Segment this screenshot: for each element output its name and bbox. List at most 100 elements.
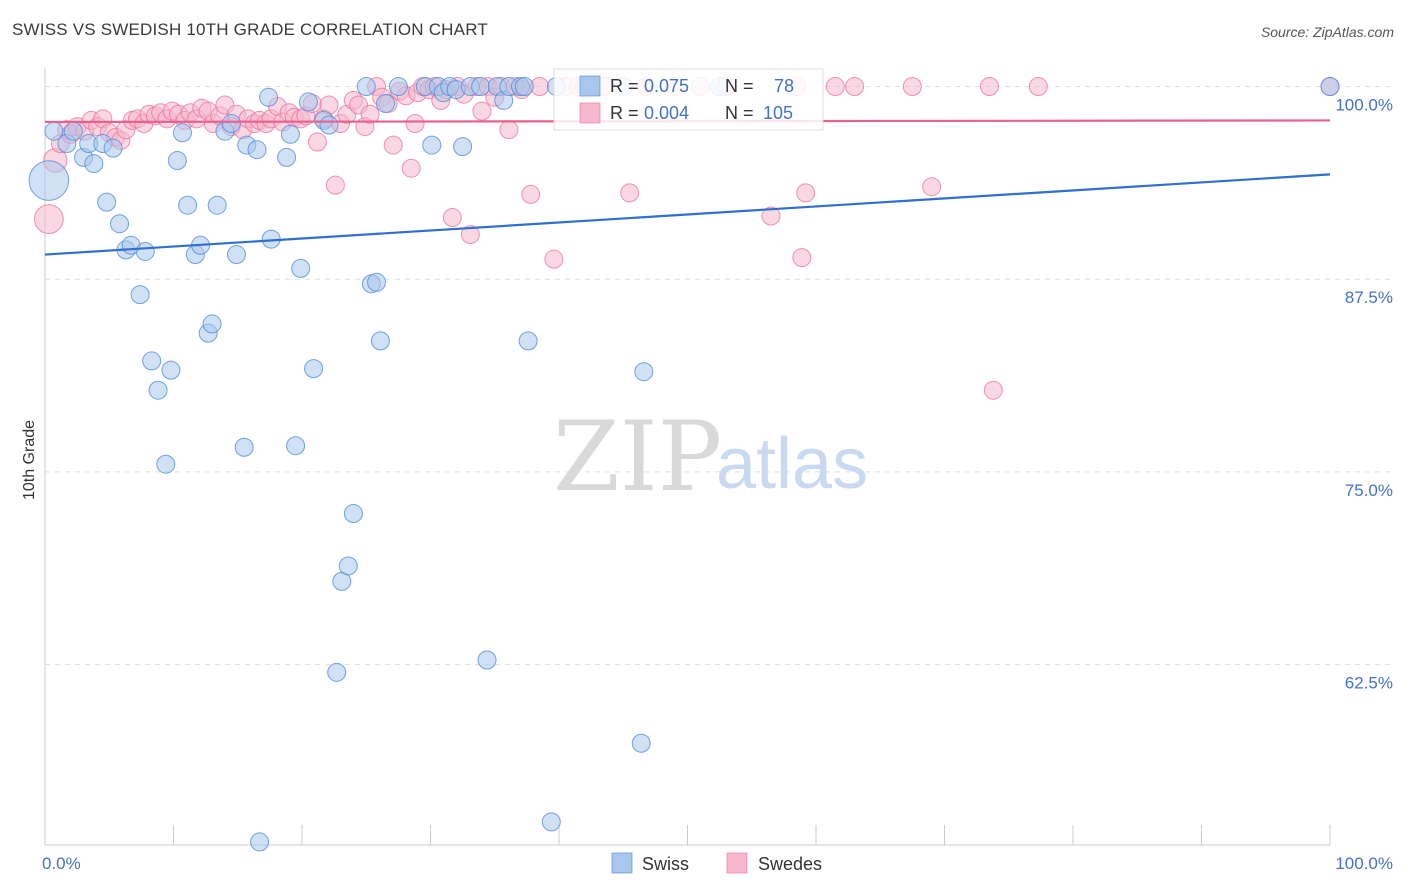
- point-swiss-50: [367, 272, 387, 292]
- point-swiss-19: [167, 151, 187, 170]
- point-swedes-97: [845, 77, 865, 96]
- point-swiss-18: [156, 454, 176, 474]
- point-swedes-99: [922, 177, 942, 197]
- point-swiss-68: [514, 77, 534, 96]
- point-swiss-46: [338, 556, 358, 576]
- legend-swiss-swatch: [579, 75, 601, 97]
- trend-lines: [44, 119, 1331, 256]
- point-swiss-16: [148, 380, 168, 400]
- point-swedes-94: [792, 248, 812, 268]
- point-swiss-25: [202, 314, 222, 334]
- watermark-zip: ZIP: [553, 401, 722, 513]
- point-swedes-74: [472, 101, 492, 121]
- point-swedes-81: [521, 184, 541, 204]
- point-swedes-98: [902, 77, 922, 96]
- point-swiss-32: [247, 140, 267, 160]
- point-swedes-96: [825, 77, 845, 96]
- legend-swiss-n-label: N =: [725, 76, 754, 96]
- point-swedes-72: [460, 225, 480, 244]
- point-swiss-38: [286, 436, 306, 456]
- point-swiss-69: [518, 331, 538, 351]
- legend-swiss-r-label: R =: [610, 76, 639, 96]
- point-swiss-17: [161, 360, 181, 380]
- point-swiss-36: [277, 147, 297, 167]
- watermark-atlas: atlas: [716, 424, 868, 504]
- point-swedes-102: [1028, 77, 1048, 96]
- point-swiss-62: [471, 77, 491, 96]
- point-swiss-47: [343, 504, 363, 524]
- point-swiss-34: [259, 87, 279, 107]
- point-swiss-51: [370, 331, 390, 351]
- point-swiss-55: [422, 135, 442, 155]
- point-swiss-74: [634, 362, 654, 382]
- point-swedes-78: [499, 120, 519, 140]
- point-swiss-28: [221, 114, 241, 133]
- legend-bottom-swedes-label: Swedes: [758, 854, 822, 874]
- point-swedes-49: [325, 175, 345, 195]
- point-swiss-77: [1320, 77, 1340, 96]
- point-swedes-101: [983, 380, 1003, 400]
- grid-lines: [45, 86, 1392, 666]
- point-swiss-37: [280, 124, 300, 144]
- point-swiss-33: [250, 832, 270, 852]
- point-swiss-21: [178, 195, 198, 215]
- point-swiss-10: [110, 214, 130, 234]
- point-swiss-13: [135, 241, 155, 261]
- y-tick-label-2: 75.0%: [1345, 481, 1393, 500]
- point-swiss-53: [388, 77, 408, 96]
- point-swedes-100: [979, 77, 999, 96]
- point-swiss-15: [142, 351, 162, 371]
- point-swedes-104: [405, 114, 425, 133]
- x-tick-label-100: 100.0%: [1335, 854, 1393, 873]
- x-tick-label-0: 0.0%: [42, 854, 81, 873]
- legend-bottom-swiss-swatch: [611, 852, 633, 874]
- legend-bottom-swedes-swatch: [726, 852, 748, 874]
- point-swiss-14: [130, 285, 150, 305]
- legend-swedes-n-value: 105: [763, 103, 793, 123]
- y-axis-label: 10th Grade: [21, 420, 38, 500]
- point-swedes-62: [401, 158, 421, 178]
- point-swiss-60: [453, 137, 473, 157]
- y-tick-label-0: 100.0%: [1335, 96, 1393, 115]
- legend-swiss-r-value: 0.075: [644, 76, 689, 96]
- point-swiss-43: [319, 115, 339, 135]
- y-tick-labels: 100.0% 87.5% 75.0% 62.5%: [1335, 96, 1393, 693]
- point-swedes-92: [761, 206, 781, 226]
- point-swiss-26: [207, 195, 227, 215]
- point-swedes-55: [360, 104, 380, 124]
- y-tick-label-1: 87.5%: [1345, 288, 1393, 307]
- legend-swedes-n-label: N =: [725, 103, 754, 123]
- point-swiss-39: [291, 258, 311, 278]
- point-swedes-95: [796, 183, 816, 203]
- point-swedes-59: [383, 135, 403, 155]
- point-swiss-48: [356, 77, 376, 96]
- chart-title: SWISS VS SWEDISH 10TH GRADE CORRELATION …: [12, 20, 488, 39]
- legend-swiss-n-value: 78: [774, 76, 794, 96]
- point-swiss-40: [298, 92, 318, 112]
- point-swiss-0: [28, 160, 70, 201]
- point-swedes-69: [442, 208, 462, 228]
- point-swedes-83: [544, 249, 564, 269]
- point-swiss-44: [327, 662, 347, 682]
- legend-bottom: Swiss Swedes: [611, 852, 822, 874]
- point-swiss-41: [304, 359, 324, 379]
- point-swiss-75: [631, 733, 651, 753]
- trend-line-swiss: [44, 173, 1331, 256]
- series-swiss-points: [28, 77, 1340, 852]
- legend-swedes-swatch: [579, 102, 601, 124]
- y-tick-label-3: 62.5%: [1345, 674, 1393, 693]
- legend-swedes-r-value: 0.004: [644, 103, 689, 123]
- point-swiss-30: [234, 437, 254, 457]
- point-swedes-0: [33, 204, 64, 234]
- legend-top: R = 0.075 N = 78 R = 0.004 N = 105: [553, 68, 824, 131]
- point-swiss-9: [97, 192, 117, 212]
- legend-bottom-swiss-label: Swiss: [642, 854, 689, 874]
- point-swiss-6: [84, 154, 104, 174]
- point-swiss-29: [226, 245, 246, 265]
- point-swiss-63: [477, 650, 497, 670]
- legend-swedes-r-label: R =: [610, 103, 639, 123]
- point-swiss-52: [376, 93, 396, 113]
- source-credit: Source: ZipAtlas.com: [1260, 24, 1394, 40]
- point-swiss-20: [172, 123, 192, 143]
